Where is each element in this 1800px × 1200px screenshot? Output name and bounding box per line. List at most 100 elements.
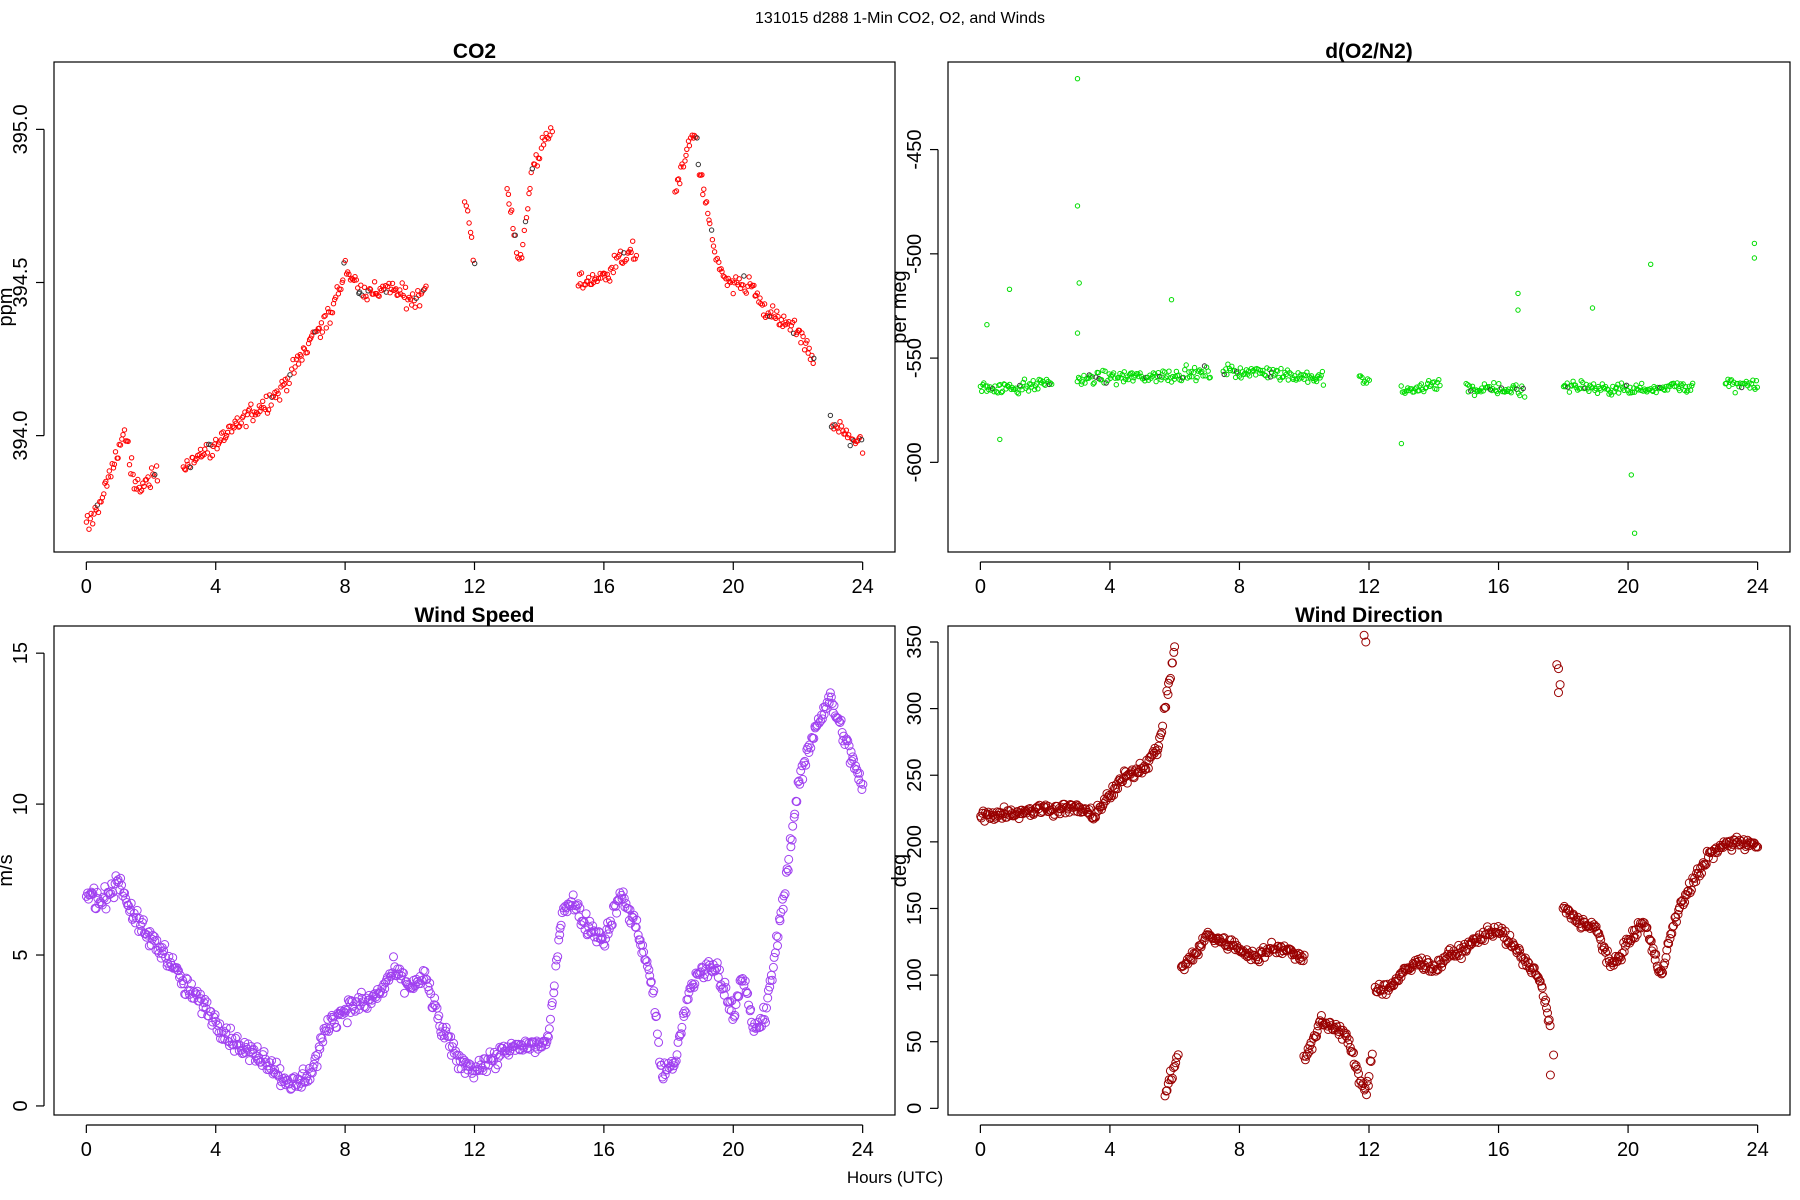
wind-direction-point <box>1180 959 1190 969</box>
wind-direction-point <box>1558 903 1568 913</box>
wind-direction-point <box>1167 1073 1177 1083</box>
wind-speed-point <box>311 1051 321 1061</box>
o2n2-point <box>1182 367 1188 373</box>
wind-direction-point <box>1555 680 1565 690</box>
wind-direction-points <box>976 630 1763 1101</box>
wind-speed-point <box>725 997 735 1007</box>
o2n2-point <box>1494 390 1501 397</box>
o2n2-point <box>1183 362 1189 368</box>
co2-point <box>148 465 155 471</box>
co2-point <box>317 334 324 341</box>
o2n2-title: d(O2/N2) <box>1325 40 1413 63</box>
o2n2-y-tick-label: -550 <box>904 338 926 378</box>
wind-speed-point <box>366 999 376 1009</box>
wind-direction-point <box>1497 923 1507 933</box>
wind-speed-point <box>591 927 601 937</box>
co2-point <box>578 270 585 276</box>
co2-point <box>716 259 722 265</box>
wind-direction-point <box>1158 721 1168 731</box>
co2-point <box>137 489 143 495</box>
co2-point <box>101 491 107 497</box>
wind-speed-point <box>434 1011 444 1021</box>
wind-speed-point <box>755 1022 765 1032</box>
wind-speed-point <box>662 1065 672 1075</box>
co2-point <box>284 388 290 394</box>
co2-point <box>838 423 845 429</box>
wind-direction-point <box>1505 930 1515 940</box>
wind-direction-x-tick-label: 24 <box>1746 1139 1768 1161</box>
o2n2-point <box>1670 380 1677 386</box>
co2-point <box>705 210 711 217</box>
co2-point <box>238 420 245 426</box>
o2n2-point <box>999 388 1006 394</box>
co2-point <box>108 474 114 480</box>
wind-speed-point <box>858 779 868 789</box>
o2n2-point <box>1565 384 1571 390</box>
wind-speed-point <box>773 941 782 951</box>
wind-speed-point <box>776 907 786 917</box>
wind-direction-point <box>1153 745 1163 755</box>
wind-speed-point <box>600 941 610 951</box>
wind-speed-point <box>116 873 126 883</box>
wind-speed-point <box>306 1067 316 1077</box>
wind-direction-point <box>1527 968 1537 978</box>
co2-point <box>509 207 515 213</box>
wind-speed-point <box>555 930 565 940</box>
o2n2-x-tick-label: 0 <box>975 576 986 598</box>
o2n2-point <box>1194 374 1200 381</box>
o2n2-point <box>1158 377 1164 383</box>
co2-point <box>277 397 283 403</box>
wind-speed-point <box>792 797 802 807</box>
wind-speed-point <box>673 1037 683 1047</box>
co2-point <box>204 450 211 456</box>
o2n2-point <box>1608 389 1614 396</box>
wind-speed-point <box>316 1033 326 1043</box>
co2-point <box>703 199 710 205</box>
co2-point <box>184 458 190 464</box>
co2-point <box>771 314 777 320</box>
wind-direction-point <box>1351 1060 1361 1070</box>
wind-speed-point <box>418 966 428 975</box>
co2-point <box>595 275 602 282</box>
o2n2-plot-frame <box>947 61 1791 553</box>
co2-point <box>346 271 352 277</box>
wind-direction-point <box>1170 1061 1180 1071</box>
o2n2-point <box>1471 392 1478 399</box>
o2n2-point <box>984 383 991 389</box>
o2n2-point <box>1627 384 1633 390</box>
co2-point <box>133 486 140 492</box>
co2-point <box>627 246 633 253</box>
o2n2-point <box>1428 382 1435 388</box>
wind-speed-point <box>826 692 836 702</box>
wind-speed-point <box>195 989 205 999</box>
o2n2-point <box>1102 368 1108 374</box>
co2-point <box>677 180 683 187</box>
co2-point <box>805 350 811 356</box>
wind-speed-point <box>821 704 831 714</box>
o2n2-point <box>1191 370 1197 376</box>
o2n2-point <box>1207 374 1213 381</box>
wind-direction-point <box>1312 1026 1322 1036</box>
o2n2-point <box>1590 381 1597 387</box>
wind-speed-point <box>612 908 622 918</box>
wind-speed-point <box>642 957 652 967</box>
wind-speed-point <box>309 1059 319 1069</box>
wind-direction-point <box>1396 972 1406 982</box>
wind-speed-point <box>618 887 628 897</box>
wind-speed-point <box>267 1056 277 1066</box>
o2n2-point <box>1626 390 1632 396</box>
wind-speed-point <box>553 952 563 962</box>
wind-speed-point <box>635 935 645 945</box>
wind-speed-point <box>619 893 629 903</box>
o2n2-point <box>1572 382 1579 388</box>
co2-point <box>327 320 333 326</box>
wind-speed-point <box>834 717 844 726</box>
wind-speed-point <box>107 879 117 889</box>
o2n2-point <box>1274 368 1281 374</box>
wind-direction-point <box>1349 1048 1358 1058</box>
co2-point <box>679 161 685 167</box>
wind-direction-plot-frame <box>947 625 1791 1116</box>
o2n2-point <box>1074 76 1081 82</box>
co2-point <box>218 437 224 443</box>
wind-direction-point <box>1166 1075 1176 1085</box>
